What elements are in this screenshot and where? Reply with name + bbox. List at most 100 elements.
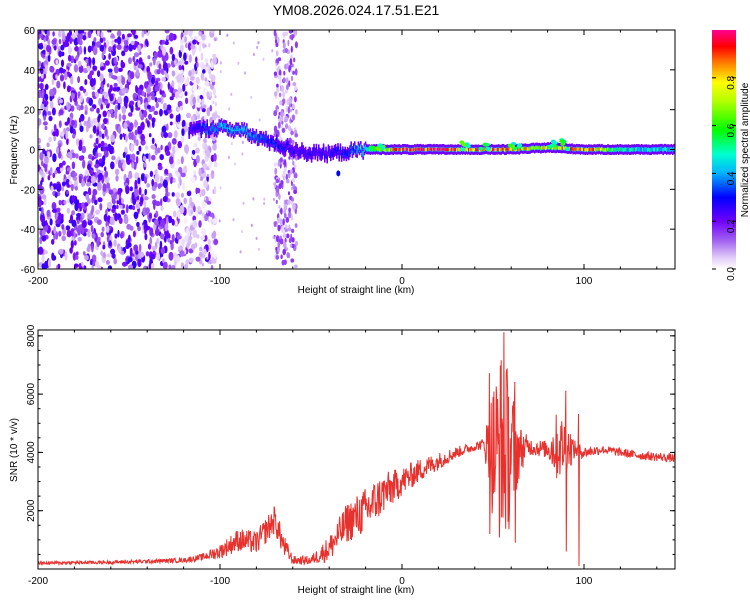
ridge-core — [222, 125, 224, 129]
ridge-core — [584, 148, 586, 152]
noise-point — [98, 130, 102, 138]
noise-point — [193, 159, 198, 168]
noise-point — [128, 204, 134, 210]
noise-point — [202, 163, 208, 169]
noise-point — [291, 63, 294, 68]
noise-point — [196, 103, 201, 108]
noise-point — [71, 195, 75, 202]
ridge-core — [279, 146, 282, 150]
noise-point — [124, 146, 128, 153]
noise-point — [285, 179, 290, 184]
noise-point — [198, 31, 202, 37]
noise-point — [174, 91, 179, 99]
ridge-core — [296, 148, 298, 152]
noise-point — [133, 211, 139, 219]
ridge-core — [594, 147, 596, 151]
ridge-core — [644, 147, 646, 151]
ridge-core — [525, 147, 528, 151]
noise-point — [226, 33, 229, 37]
noise-point — [70, 92, 75, 100]
noise-point — [280, 110, 284, 118]
noise-point — [71, 219, 77, 227]
ridge-core — [264, 139, 266, 143]
ridge-core — [271, 139, 273, 143]
ridge-core — [410, 148, 412, 152]
noise-point — [283, 161, 286, 166]
noise-point — [94, 163, 100, 169]
ridge-core — [265, 135, 267, 139]
noise-point — [67, 175, 72, 180]
noise-point — [64, 121, 69, 126]
noise-point — [101, 226, 105, 232]
noise-point — [250, 95, 253, 99]
noise-point — [168, 32, 174, 42]
ridge-core — [223, 124, 225, 128]
noise-point — [156, 147, 161, 154]
ridge-core — [390, 148, 392, 152]
ridge-core — [393, 147, 396, 151]
ridge-core — [583, 148, 585, 152]
noise-point — [111, 39, 115, 47]
noise-point — [72, 172, 78, 178]
noise-point — [100, 88, 103, 94]
noise-point — [55, 219, 60, 225]
noise-point — [242, 201, 245, 205]
noise-point — [198, 168, 202, 177]
noise-point — [288, 64, 292, 71]
noise-point — [90, 176, 96, 184]
ridge-core — [258, 138, 260, 142]
noise-point — [144, 81, 148, 89]
noise-point — [286, 63, 289, 69]
noise-point — [136, 150, 140, 155]
ridge-core — [435, 147, 438, 151]
noise-point — [77, 237, 82, 242]
noise-point — [154, 85, 160, 92]
noise-point — [273, 71, 278, 76]
ridge-core — [628, 148, 631, 152]
noise-point — [164, 30, 170, 34]
noise-point — [112, 44, 116, 53]
ridge-core — [366, 147, 368, 151]
noise-point — [180, 134, 185, 143]
noise-point — [181, 192, 184, 198]
noise-point — [211, 112, 217, 121]
ridge-core — [536, 146, 538, 150]
noise-point — [80, 179, 85, 187]
ridge-core — [397, 147, 399, 152]
noise-point — [291, 114, 296, 121]
ridge-core — [362, 152, 364, 156]
noise-point — [172, 145, 176, 155]
noise-point — [206, 91, 210, 100]
noise-point — [114, 104, 118, 114]
ridge-core — [214, 127, 217, 132]
noise-point — [84, 110, 88, 115]
noise-point — [287, 199, 291, 205]
noise-point — [177, 87, 182, 94]
noise-point — [185, 97, 189, 105]
ridge-core — [493, 148, 495, 152]
noise-point — [191, 149, 196, 155]
ridge-core — [394, 147, 397, 152]
noise-point — [38, 44, 44, 50]
noise-point — [140, 133, 146, 142]
ridge-core — [530, 146, 532, 150]
noise-point — [101, 133, 105, 139]
noise-point — [279, 77, 282, 86]
noise-point — [202, 87, 208, 96]
noise-point — [188, 248, 194, 254]
ridge-core — [574, 147, 577, 152]
noise-point — [100, 66, 105, 71]
noise-point — [201, 107, 206, 113]
noise-point — [38, 118, 42, 126]
ridge-core — [306, 154, 308, 158]
colorbar-label: Normalized spectral amplitude — [740, 82, 750, 217]
noise-point — [51, 238, 55, 245]
noise-point — [276, 50, 279, 57]
ridge-core — [250, 136, 253, 140]
noise-point — [106, 103, 110, 109]
noise-point — [285, 173, 289, 181]
noise-point — [277, 217, 280, 224]
noise-point — [134, 179, 138, 188]
noise-point — [106, 182, 111, 189]
noise-point — [131, 131, 134, 141]
